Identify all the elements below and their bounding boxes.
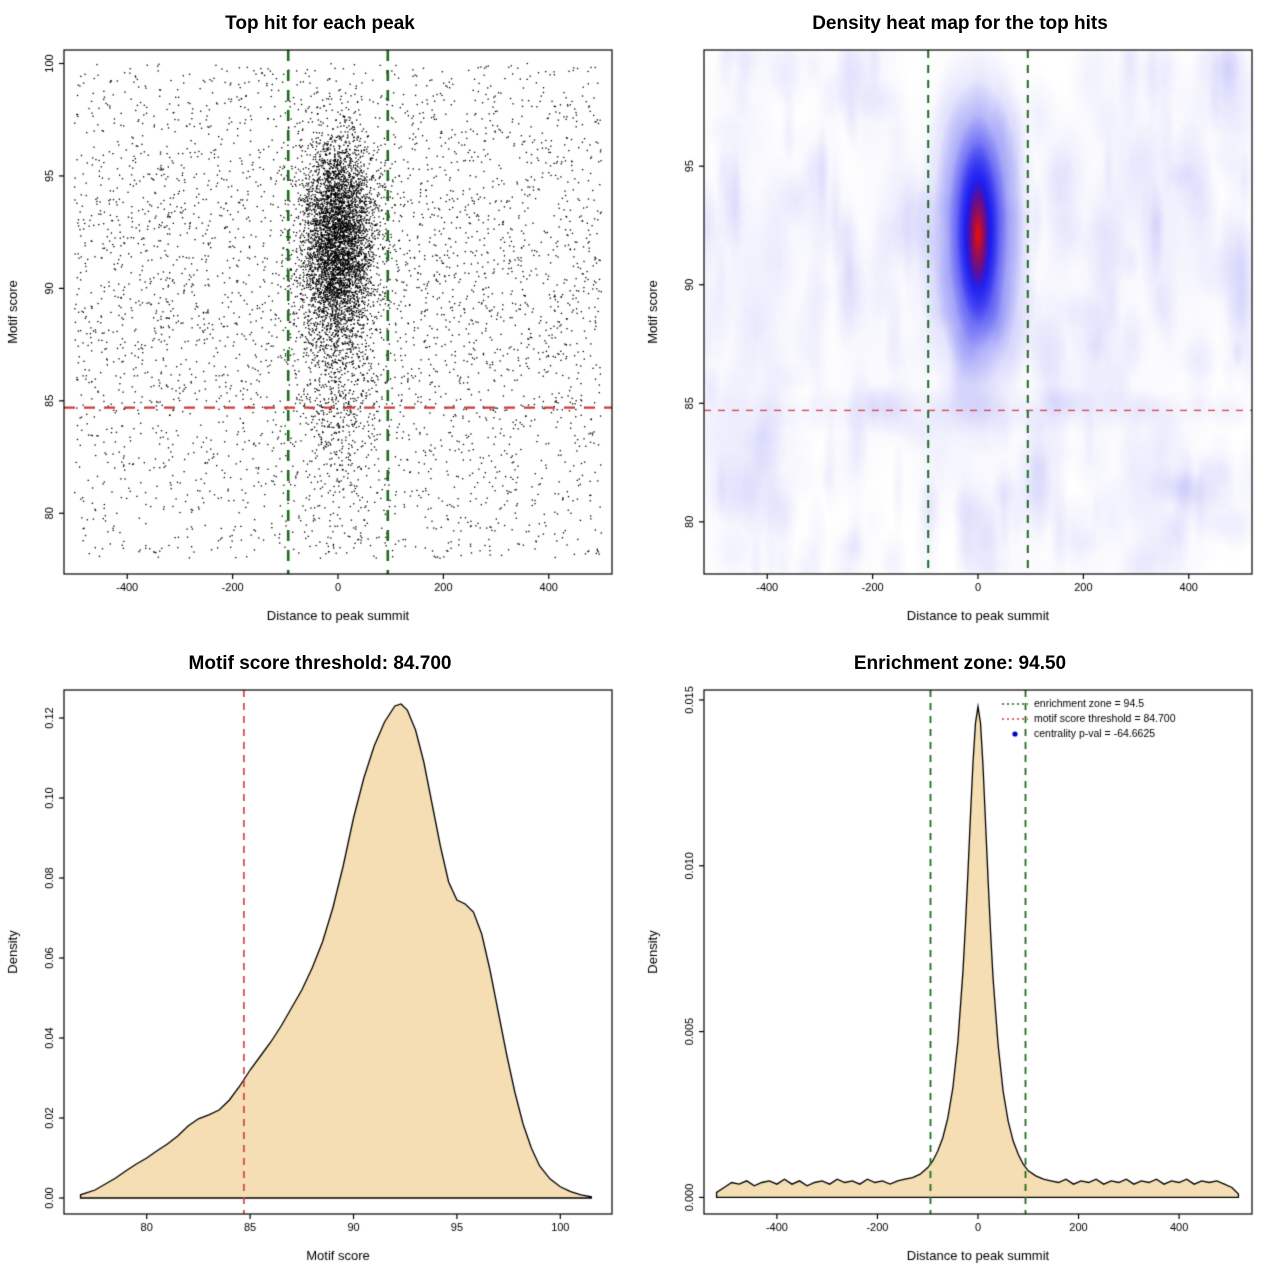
distance-density-plot-canvas bbox=[640, 678, 1280, 1278]
scatter-plot-canvas bbox=[0, 38, 640, 638]
heatmap-plot-canvas bbox=[640, 38, 1280, 638]
heatmap-title: Density heat map for the top hits bbox=[812, 13, 1108, 34]
panel-distance-density: Enrichment zone: 94.50 bbox=[640, 640, 1280, 1280]
score-density-plot-canvas bbox=[0, 678, 640, 1278]
scatter-title: Top hit for each peak bbox=[225, 13, 415, 34]
distance-density-title: Enrichment zone: 94.50 bbox=[853, 653, 1067, 674]
panel-scatter: Top hit for each peak bbox=[0, 0, 640, 640]
panel-score-density: Motif score threshold: 84.700 bbox=[0, 640, 640, 1280]
panel-heatmap: Density heat map for the top hits bbox=[640, 0, 1280, 640]
score-density-title: Motif score threshold: 84.700 bbox=[188, 653, 452, 674]
